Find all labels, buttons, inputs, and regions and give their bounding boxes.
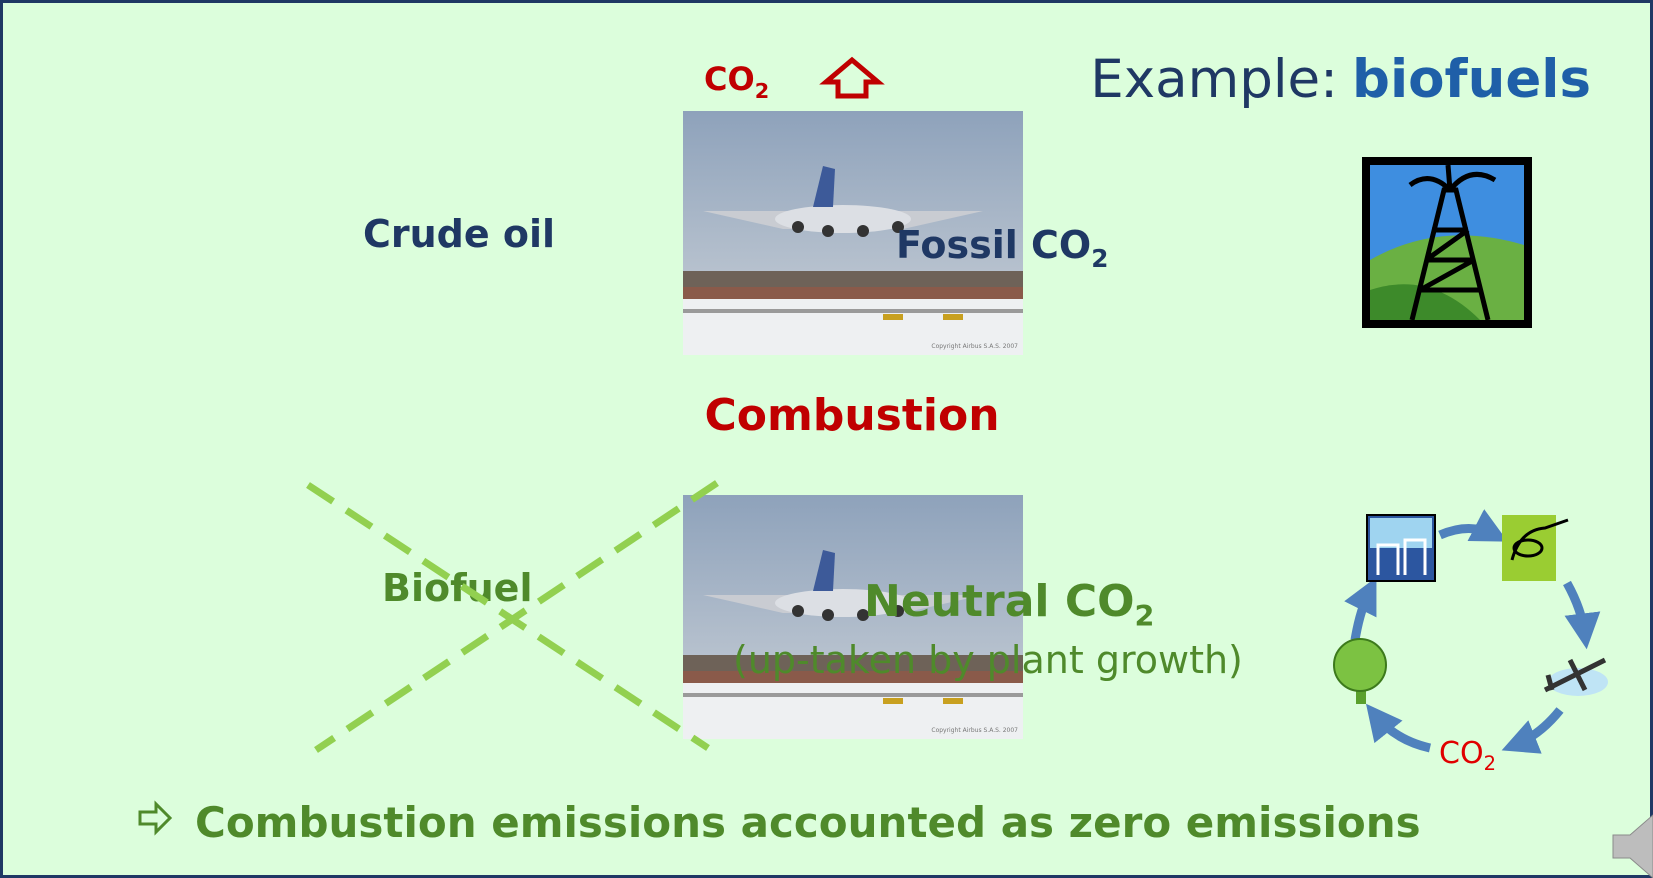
oil-rig-icon	[1362, 157, 1532, 328]
bio-result: Neutral CO2	[864, 576, 1154, 633]
photo-credit: Copyright Airbus S.A.S. 2007	[931, 343, 1018, 350]
slide: CO2 Example:biofuels Copyright Airbus S.…	[0, 0, 1653, 878]
bio-note: (up-taken by plant growth)	[733, 638, 1243, 682]
process-label: Combustion	[704, 390, 999, 441]
fossil-source: Crude oil	[363, 212, 555, 256]
photo-credit: Copyright Airbus S.A.S. 2007	[931, 727, 1018, 734]
conclusion: Combustion emissions accounted as zero e…	[195, 798, 1421, 847]
fossil-result: Fossil CO2	[896, 223, 1108, 273]
bio-source: Biofuel	[382, 566, 532, 610]
